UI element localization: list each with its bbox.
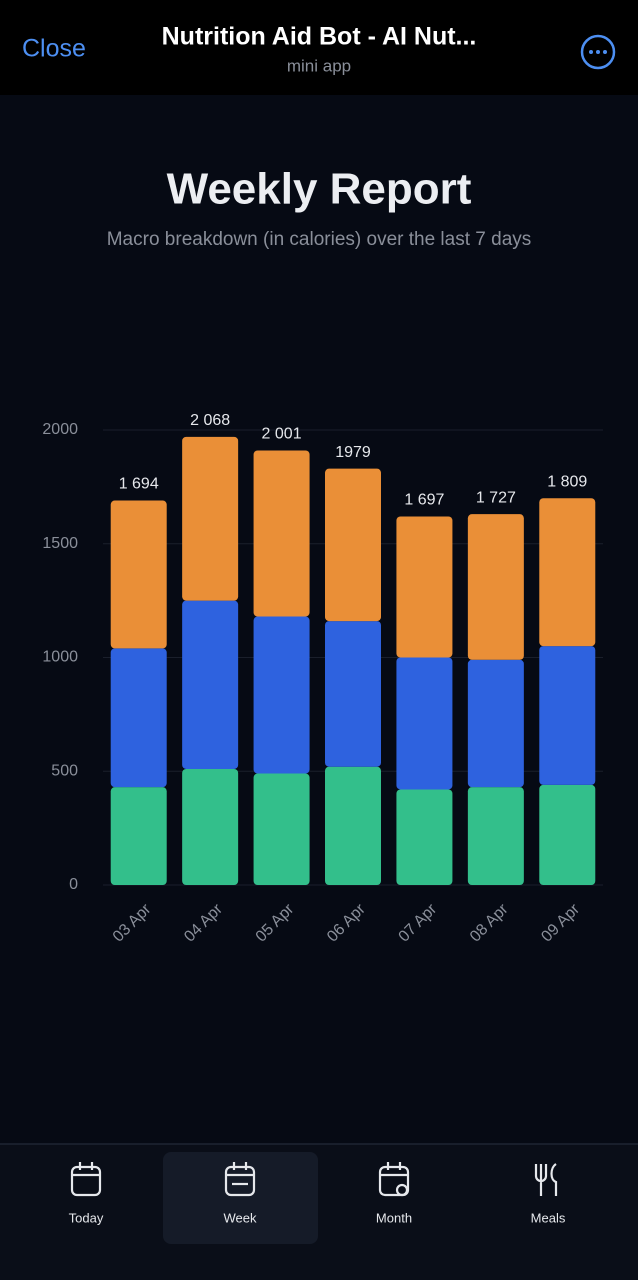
bar-segment bbox=[539, 498, 596, 647]
nav-item[interactable]: Week bbox=[224, 1210, 257, 1225]
bar-segment bbox=[539, 646, 596, 785]
total-label: 2 068 bbox=[190, 412, 230, 429]
bar-segment bbox=[182, 436, 239, 601]
total-label: 2 001 bbox=[262, 426, 302, 443]
bar-segment bbox=[253, 616, 310, 774]
nav-item[interactable]: Month bbox=[376, 1210, 412, 1225]
month-icon bbox=[378, 1162, 410, 1197]
today-icon bbox=[70, 1162, 102, 1197]
bar-segment bbox=[396, 516, 453, 658]
dot bbox=[589, 50, 593, 54]
y-tick-label: 1000 bbox=[42, 649, 78, 666]
icon-frame bbox=[378, 1165, 410, 1197]
bottom-nav bbox=[0, 1144, 638, 1280]
total-label: 1 727 bbox=[476, 489, 516, 506]
nav-active-highlight bbox=[163, 1152, 318, 1244]
total-label: 1 694 bbox=[119, 476, 159, 493]
bar-segment bbox=[325, 621, 381, 767]
y-tick-label: 0 bbox=[69, 876, 78, 893]
chart-subtitle: Macro breakdown (in calories) over the l… bbox=[107, 229, 532, 250]
nav-icons bbox=[70, 1162, 558, 1197]
nav-item[interactable]: Today bbox=[69, 1210, 104, 1225]
bar-segment bbox=[467, 659, 524, 788]
close-button[interactable]: Close bbox=[22, 35, 86, 63]
bar-segment bbox=[467, 787, 524, 885]
bar-segment bbox=[253, 450, 310, 617]
app-title: Nutrition Aid Bot - AI Nut... bbox=[162, 23, 477, 51]
dot bbox=[596, 50, 600, 54]
bar-segment bbox=[110, 500, 167, 649]
bar-segment bbox=[539, 784, 596, 885]
total-label: 1979 bbox=[335, 444, 371, 461]
y-tick-label: 2000 bbox=[42, 421, 78, 438]
nav-item[interactable]: Meals bbox=[531, 1210, 566, 1225]
bar-segment bbox=[396, 789, 453, 885]
bar-segment bbox=[253, 773, 310, 885]
meals-icon bbox=[534, 1163, 558, 1196]
bar-segment bbox=[182, 768, 239, 885]
bar-segment bbox=[110, 787, 167, 885]
total-label: 1 809 bbox=[547, 473, 587, 490]
bar-segment bbox=[182, 600, 239, 769]
chart-title: Weekly Report bbox=[167, 165, 472, 214]
y-tick-label: 1500 bbox=[42, 535, 78, 552]
y-tick-label: 500 bbox=[51, 762, 78, 779]
week-icon bbox=[224, 1162, 256, 1197]
total-label: 1 697 bbox=[404, 492, 444, 509]
more-ring bbox=[580, 34, 616, 70]
top-bar bbox=[0, 0, 638, 95]
icon-frame bbox=[224, 1165, 256, 1197]
bar-segment bbox=[110, 648, 167, 788]
more-button[interactable] bbox=[580, 34, 616, 70]
icon-fork bbox=[534, 1163, 558, 1196]
app-subtitle: mini app bbox=[287, 56, 351, 75]
dot bbox=[603, 50, 607, 54]
icon-lens bbox=[395, 1183, 409, 1197]
bar-segment bbox=[325, 766, 381, 885]
bar-segment bbox=[325, 468, 381, 622]
bar-segment bbox=[467, 514, 524, 660]
bar-segment bbox=[396, 657, 453, 790]
icon-frame bbox=[70, 1165, 102, 1197]
